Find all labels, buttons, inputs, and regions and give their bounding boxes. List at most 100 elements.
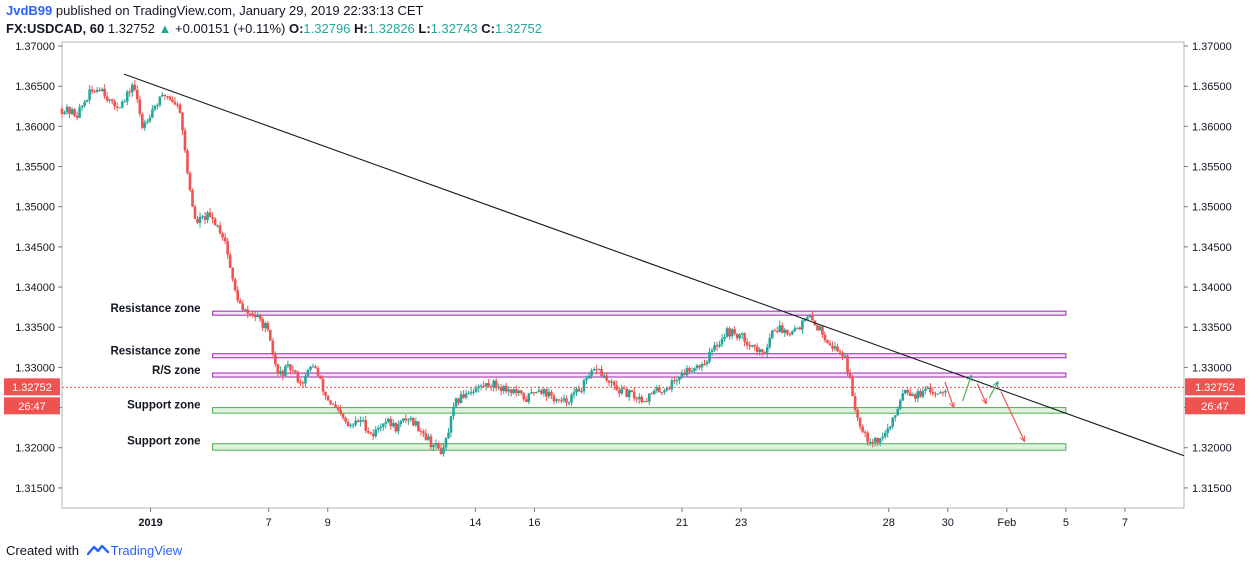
candle-body [73,109,76,116]
close-value: 1.32752 [495,21,543,36]
resistance-zone-band [212,310,1067,316]
candle-body [499,386,503,392]
candle-body [414,421,418,426]
resistance-zone-band [212,353,1067,359]
y-tick-label-right: 1.35000 [1192,202,1232,214]
candle-body [407,419,410,421]
support-zone-label: Support zone [127,436,200,448]
candle-body [246,309,250,314]
candle-body [221,233,224,238]
y-tick-label-left: 1.35500 [15,162,55,174]
candle-body [269,329,272,341]
candle-body [389,418,393,427]
candle-body [419,430,423,432]
candle-body [791,331,794,335]
candle-body [284,366,287,376]
candle-body [763,352,767,354]
candle-body [243,309,247,311]
candle-body [919,391,922,397]
close-label: C: [481,21,496,36]
support-zone-band [212,407,1067,414]
candle-body [223,237,227,242]
projection-arrow-up [988,382,998,399]
candle-body [404,418,408,421]
candle-body [125,91,129,102]
candle-body [715,345,719,347]
candle-body [263,322,267,328]
candle-body [424,433,428,440]
high-label: H: [354,21,368,36]
y-tick-label-left: 1.36000 [15,121,55,133]
candle-body [334,404,337,408]
candle-body [911,394,915,396]
candle-body [755,346,759,352]
author-link[interactable]: JvdB99 [6,3,53,18]
candle-body [279,371,282,374]
candle-body [665,388,669,391]
candle-body [896,408,900,416]
last-price-badge-left: 1.32752 [12,382,52,394]
candle-body [329,400,332,404]
candle-body [735,333,739,339]
candle-body [299,382,302,384]
candle-body [527,393,531,402]
candle-body [376,428,380,430]
candle-body [88,89,91,100]
candle-body [903,390,907,394]
resistance-zone-label: Resistance zone [110,346,200,358]
candle-body [675,380,679,382]
candle-body [811,315,814,321]
candle-body [314,366,317,369]
candle-body [708,352,711,362]
candle-body [261,319,265,328]
candle-body [597,369,601,371]
y-tick-label-left: 1.33000 [15,362,55,374]
candle-body [467,393,470,395]
candle-body [191,190,194,207]
candle-body [883,433,887,437]
candle-body [256,314,260,318]
candle-body [703,364,706,366]
candle-body [492,380,495,388]
candle-body [123,101,127,103]
candle-body [447,432,450,439]
candle-body [750,345,754,347]
candle-body [610,381,613,383]
candle-body [695,365,699,369]
candle-body [540,390,543,394]
up-triangle-icon: ▲ [158,21,172,36]
candle-body [705,361,709,365]
candle-body [931,391,935,394]
candle-body [517,390,521,394]
symbol-name[interactable]: FX:USDCAD, 60 [6,21,105,36]
candle-body [181,112,184,131]
candle-body [663,390,666,393]
last-price-badge-left-bg [4,378,60,396]
candle-body [914,394,917,399]
candle-body [828,343,832,346]
candle-body [740,333,744,335]
projection-arrow-down [976,383,986,403]
candle-body [710,349,714,353]
candle-body [156,105,159,107]
candle-body [730,329,734,337]
candle-body [783,329,787,333]
x-tick-label: 7 [266,517,272,529]
candle-body [203,216,207,221]
candle-body [100,88,104,91]
candle-body [592,369,596,371]
candle-body [103,88,106,97]
tradingview-brand-link[interactable]: TradingView [110,543,183,558]
candle-body [645,400,649,402]
candle-body [550,391,553,396]
candle-body [555,399,558,402]
candle-body [494,380,498,388]
candle-body [479,385,483,387]
low-value: 1.32743 [430,21,478,36]
candle-body [258,314,262,320]
candle-body [309,367,312,370]
resistance-zone-band [212,372,1067,378]
candle-body [289,364,292,370]
candle-body [336,407,340,410]
